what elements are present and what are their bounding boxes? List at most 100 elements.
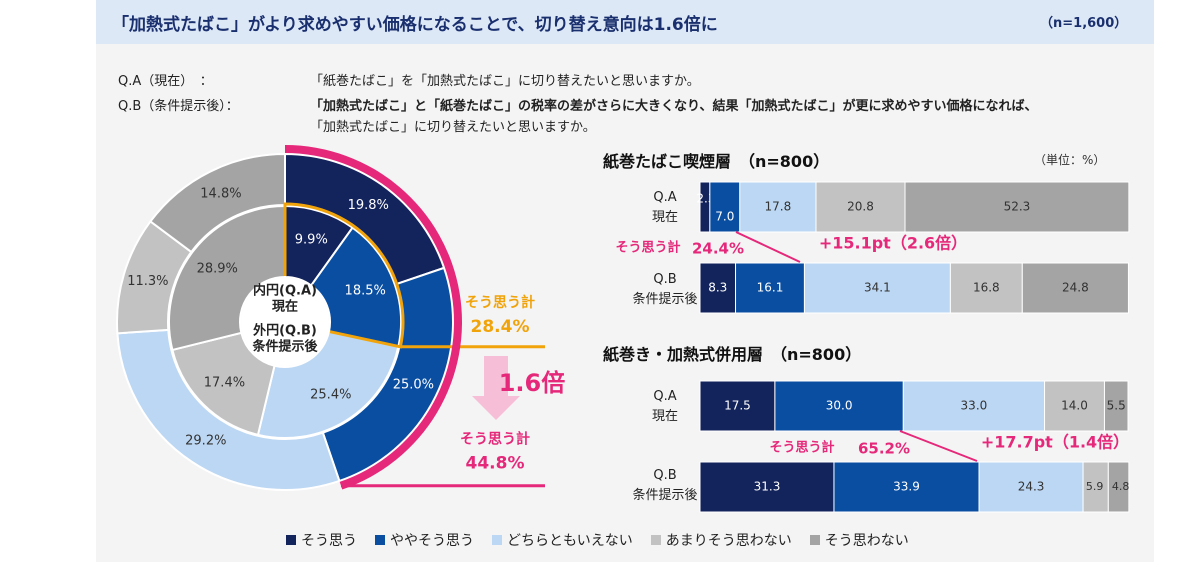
bar-seg-s2-r1-2 [774,380,904,432]
s1-qa-line1: Q.A [653,190,677,205]
bar-seg-s1-r1-3 [739,181,817,233]
s1-sum-value: 24.4% [692,240,744,258]
inner-ring-slice-4 [171,331,276,437]
inner-ring-label-4: 17.4% [204,376,245,391]
legend-item-3: どちらともいえない [492,530,633,550]
outer-ring-slice-5 [149,152,286,254]
bar-label-s1-r1-5: 52.3 [1004,200,1031,214]
bar-label-s2-r1-5: 5.5 [1107,399,1126,413]
bar-seg-s2-r1-3 [902,380,1046,432]
bar-label-s1-r1-3: 17.8 [765,200,792,214]
unit-label: （単位：%） [1034,153,1106,167]
outer-ring-label-1: 19.8% [348,198,389,213]
bar-seg-s2-r1-4 [1044,380,1105,432]
bar-seg-s1-r1-1 [699,181,711,233]
bar-label-s2-r2-2: 33.9 [893,480,920,494]
s2-qa-line2: 現在 [651,409,678,424]
bar-seg-s1-r2-3 [803,262,951,314]
inner-ring-label-3: 25.4% [310,387,351,402]
donut-center-line-3: 外円(Q.B) [252,323,317,339]
bar-seg-s2-r2-3 [978,461,1084,513]
legend-item-5: そう思わない [809,530,909,550]
bar-label-s1-r2-1: 8.3 [708,281,727,295]
s2-diff-line [899,430,978,462]
legend-label-4: あまりそう思わない [665,533,792,549]
bar-seg-s2-r2-1 [699,461,835,513]
s1-qb-line2: 条件提示後 [632,292,698,307]
donut-center-line-2: 現在 [272,299,298,315]
bar-seg-s2-r2-5 [1107,461,1130,513]
s1-diff-line [735,231,801,263]
bar-seg-s2-r2-4 [1082,461,1109,513]
inner-sum-label: そう思う計 [465,294,535,311]
legend-label-3: どちらともいえない [507,533,633,549]
bar-seg-s1-r2-5 [1021,262,1129,314]
inner-ring-slice-2 [309,226,402,348]
s2-diff-value: +17.7pt（1.4倍） [981,433,1129,452]
bar-seg-s1-r2-1 [699,262,737,314]
question-a-label: Q.A（現在） ： [118,74,213,89]
outer-ring-slice-3 [116,328,341,491]
inner-ring-label-2: 18.5% [345,283,386,298]
legend-swatch-2 [375,535,385,545]
bar-seg-s1-r1-4 [815,181,906,233]
bar-seg-s1-r1-2 [709,181,741,233]
bar-seg-s1-r1-5 [904,181,1130,233]
donut-center [241,278,329,366]
bar-label-s1-r2-4: 16.8 [973,281,1000,295]
inner-sum-value: 28.4% [471,317,530,337]
s2-row-qb-label: Q.B 条件提示後 [610,466,720,506]
legend-swatch-1 [286,535,296,545]
bar-label-s2-r1-4: 14.0 [1061,399,1088,413]
s1-sum-label: そう思う計 [615,240,680,256]
legend-item-1: そう思う [286,530,357,550]
bar-seg-s2-r2-2 [833,461,980,513]
bar-label-s1-r1-2: 7.0 [715,210,734,224]
s2-qa-line1: Q.A [653,389,677,404]
bar-label-s1-r2-2: 16.1 [757,281,784,295]
s2-qb-line1: Q.B [653,468,677,483]
inner-ring-label-1: 9.9% [295,233,328,248]
header-bar [96,0,1154,44]
inner-ring-label-5: 28.9% [197,262,238,277]
legend-item-2: ややそう思う [375,530,474,550]
outer-sum-label: そう思う計 [460,431,530,448]
inner-ring-slice-5 [168,204,286,352]
bar-label-s2-r1-1: 17.5 [724,399,751,413]
question-a-text: 「紙巻たばこ」を「加熱式たばこ」に切り替えたいと思いますか。 [310,74,700,89]
bar-label-s2-r2-1: 31.3 [754,480,781,494]
bar-label-s2-r2-3: 24.3 [1018,480,1045,494]
s2-row-qa-label: Q.A 現在 [610,387,720,427]
bar-label-s2-r1-3: 33.0 [961,399,988,413]
section2-title: 紙巻き・加熱式併用層 （n=800） [603,345,862,364]
ratio-arrow [472,356,520,420]
bar-seg-s2-r1-5 [1103,380,1129,432]
donut-chart: 9.9% 18.5% 25.4% 17.4% 28.9% 19.8% 25.0% 29.2% 1… [116,145,565,491]
bar-label-s1-r1-4: 20.8 [847,200,874,214]
donut-center-line-1: 内円(Q.A) [253,283,317,299]
question-b-text-1: 「加熱式たばこ」と「紙巻たばこ」の税率の差がさらに大きくなり、結果「加熱式たばこ… [310,99,1038,114]
inner-ring-slice-3 [256,330,400,439]
bar-label-s2-r1-2: 30.0 [826,399,853,413]
s1-qb-line1: Q.B [653,272,677,287]
s1-diff-value: +15.1pt（2.6倍） [819,234,967,253]
s1-row-qb-label: Q.B 条件提示後 [610,270,720,310]
legend-swatch-5 [809,535,820,545]
legend-item-4: あまりそう思わない [650,530,792,550]
outer-sum-value: 44.8% [466,454,525,474]
outer-ring-label-4: 11.3% [127,274,168,289]
section1-title: 紙巻たばこ喫煙層 （n=800） [603,152,830,171]
outer-ring-label-5: 14.8% [200,187,241,202]
bar-label-s1-r2-5: 24.8 [1062,281,1089,295]
bar-label-s2-r2-5: 4.8 [1112,480,1130,493]
bar-seg-s2-r1-1 [699,380,776,432]
s2-qb-line2: 条件提示後 [632,488,698,503]
question-b-text-2: 「加熱式たばこ」に切り替えたいと思いますか。 [310,120,596,135]
question-b-label: Q.B（条件提示後）： [118,99,239,114]
page-title: 「加熱式たばこ」がより求めやすい価格になることで、切り替え意向は1.6倍に [112,15,718,35]
s2-sum-value: 65.2% [858,440,910,458]
s2-sum-label: そう思う計 [769,440,834,456]
legend-label-1: そう思う [301,533,357,549]
legend-swatch-4 [650,535,661,545]
legend-label-5: そう思わない [824,533,909,549]
